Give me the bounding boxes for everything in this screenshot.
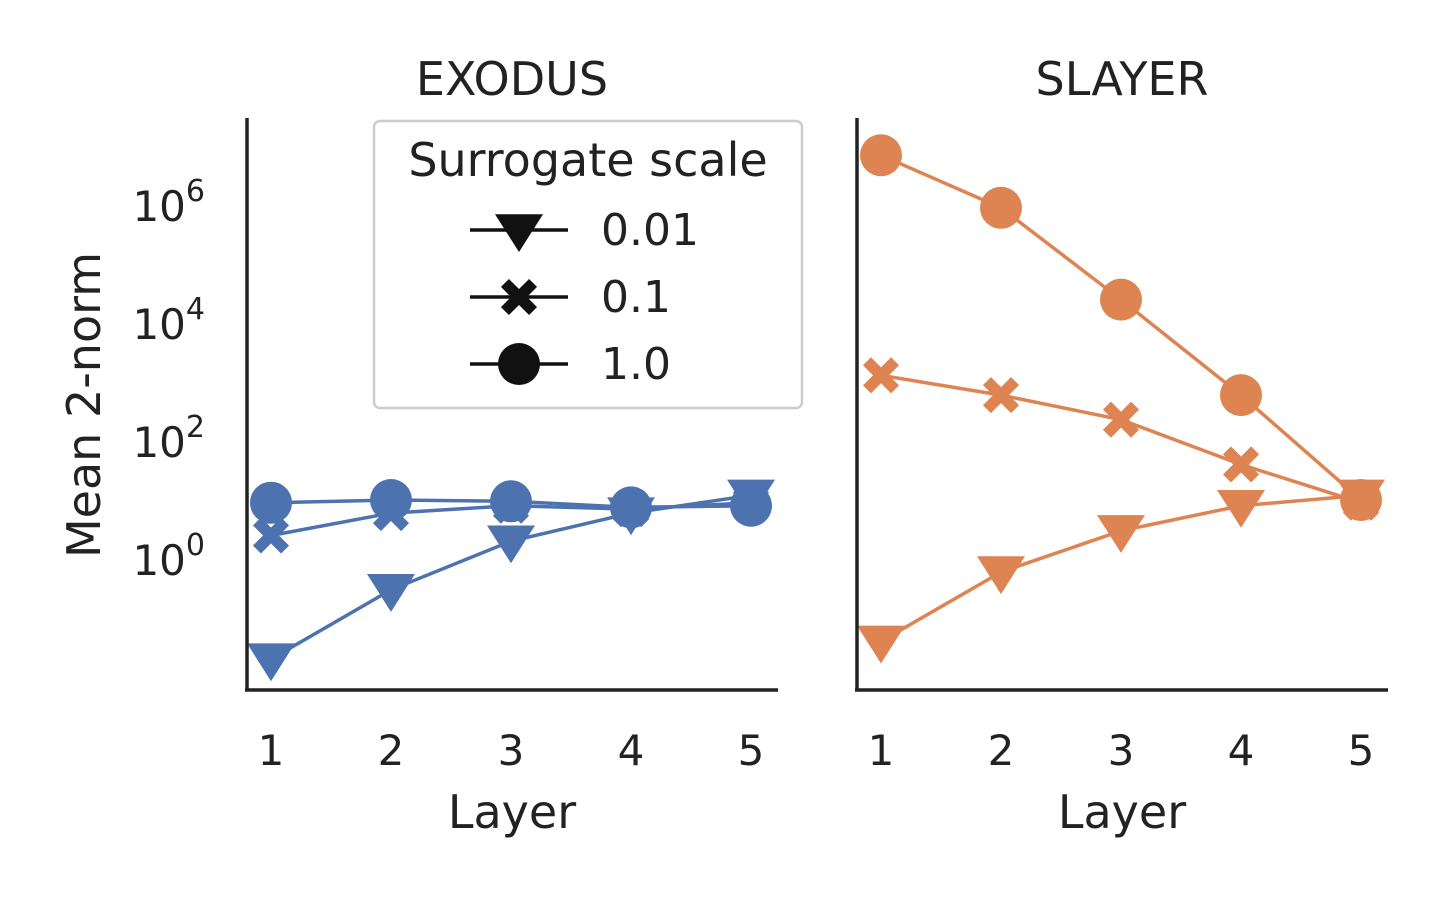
x-tick-label: 3: [1108, 726, 1135, 775]
series-layer: [857, 134, 1385, 664]
x-tick-label: 2: [378, 726, 405, 775]
panel-title: EXODUS: [416, 52, 608, 106]
panel-title: SLAYER: [1036, 52, 1209, 106]
x-tick-label: 3: [498, 726, 525, 775]
data-point: [860, 134, 902, 177]
legend-items: 0.01 0.1 1.0: [470, 205, 699, 390]
legend-box: [372, 119, 804, 410]
panel-slayer: SLAYER Layer 1 2 3 4 5: [855, 52, 1388, 839]
legend: Surrogate scale 0.01 0.1 1.0: [372, 119, 804, 410]
data-point: [977, 556, 1025, 595]
data-point: [1222, 446, 1260, 483]
legend-marker: [498, 343, 540, 385]
legend-item-label: 1.0: [601, 339, 671, 390]
data-point: [1097, 515, 1145, 553]
data-point: [730, 484, 772, 527]
data-point: [367, 574, 415, 612]
x-axis-label: Layer: [1058, 785, 1186, 839]
data-point: [1217, 489, 1265, 528]
data-point: [982, 377, 1020, 414]
data-point: [370, 478, 412, 521]
data-point: [980, 186, 1022, 229]
y-axis-label: Mean 2-norm: [57, 252, 111, 558]
x-tick-label: 4: [1228, 726, 1255, 775]
data-point: [1100, 278, 1142, 321]
x-tick-label: 5: [1348, 726, 1375, 775]
data-point: [610, 486, 652, 529]
x-tick-label: 1: [258, 726, 285, 775]
data-point: [247, 643, 295, 682]
data-point: [487, 525, 535, 564]
series-line: [880, 153, 1363, 502]
data-point: [252, 517, 290, 554]
x-tick-label: 4: [618, 726, 645, 775]
y-ticks: 100 102 104 106: [132, 174, 205, 585]
data-point: [490, 480, 532, 523]
data-point: [862, 357, 900, 394]
panel-exodus: EXODUS Mean 2-norm Layer 1 2 3 4 5 100 102 104…: [57, 52, 804, 839]
data-point: [857, 625, 905, 664]
data-point: [1220, 374, 1262, 417]
legend-title: Surrogate scale: [408, 133, 767, 187]
x-ticks: 1 2 3 4 5: [868, 726, 1375, 775]
data-point: [250, 481, 292, 524]
x-tick-label: 5: [738, 726, 765, 775]
legend-item-label: 0.1: [601, 272, 671, 323]
y-tick-label: 106: [132, 174, 205, 231]
legend-marker: [500, 278, 538, 316]
x-axis-label: Layer: [448, 785, 576, 839]
x-tick-label: 2: [988, 726, 1015, 775]
series-layer: [247, 478, 775, 682]
legend-marker: [495, 214, 543, 253]
legend-item-label: 0.01: [601, 205, 699, 256]
data-point: [1340, 478, 1382, 521]
y-tick-label: 104: [132, 292, 205, 349]
data-point: [1102, 401, 1140, 438]
y-tick-label: 100: [132, 528, 205, 585]
x-ticks: 1 2 3 4 5: [258, 726, 765, 775]
y-tick-label: 102: [132, 410, 205, 467]
x-tick-label: 1: [868, 726, 895, 775]
